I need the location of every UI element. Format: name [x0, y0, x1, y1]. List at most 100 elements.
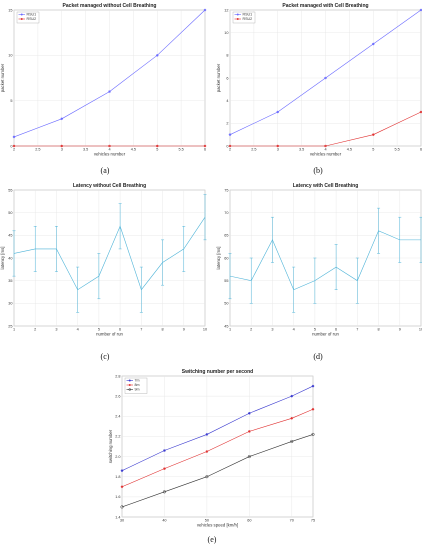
- caption-a: (a): [100, 166, 110, 175]
- chart-e-xtick-4: 70: [290, 519, 294, 523]
- chart-c-xtick-7: 8: [161, 328, 163, 332]
- chart-a-xtick-0: 2: [13, 148, 15, 152]
- chart-d-errorbar-8: [398, 216, 402, 263]
- chart-d-ytick-2: 55: [224, 279, 228, 283]
- chart-e-xtick-5: 75: [311, 519, 315, 523]
- chart-e-ylabel: switching number: [108, 429, 113, 463]
- chart-a-legend-marker-1: [20, 18, 23, 20]
- chart-e-title: Switching number per second: [182, 369, 253, 375]
- chart-c-xtick-5: 6: [119, 328, 121, 332]
- caption-d: (d): [313, 352, 323, 361]
- chart-a-series-0-point-3: [155, 54, 159, 57]
- chart-a-xtick-5: 4.5: [131, 148, 136, 152]
- chart-e-series-0-point-2: [205, 433, 209, 436]
- chart-b-xtick-6: 5: [372, 148, 374, 152]
- chart-d-xtick-7: 8: [377, 328, 379, 332]
- chart-c-errorbar-4: [97, 253, 101, 300]
- chart-a-xtick-4: 4: [108, 148, 110, 152]
- chart-d-xtick-3: 4: [293, 328, 295, 332]
- chart-b-series-1-point-3: [371, 133, 375, 136]
- chart-a-ytick-1: 5: [10, 99, 12, 103]
- chart-d-ytick-5: 70: [224, 211, 228, 215]
- chart-e-series-2-point-2: [205, 475, 209, 479]
- chart-a-series-1-point-4: [203, 144, 207, 148]
- chart-d-xlabel: number of run: [312, 332, 339, 337]
- chart-e-series-0-point-5: [311, 384, 315, 388]
- chart-e-series-0-line: [121, 385, 314, 471]
- chart-c-errorbar-6: [139, 266, 143, 313]
- chart-e-legend-marker-2: [128, 388, 131, 391]
- chart-d-title: Latency with Cell Breathing: [293, 183, 359, 189]
- chart-a-legend-label-1: RSU2: [27, 17, 37, 21]
- chart-e-legend-label-0: 7m: [135, 379, 140, 383]
- chart-c-xtick-8: 9: [183, 328, 185, 332]
- chart-b-ytick-4: 8: [226, 54, 228, 58]
- chart-c-errorbar-3: [76, 266, 80, 313]
- chart-b-ytick-0: 0: [226, 144, 228, 148]
- chart-e-series-0-point-4: [290, 394, 294, 398]
- chart-a-xtick-7: 5.5: [178, 148, 183, 152]
- chart-c-ytick-4: 45: [8, 234, 12, 238]
- chart-c-xtick-9: 10: [203, 328, 207, 332]
- chart-b-ytick-6: 12: [224, 8, 228, 12]
- chart-b-series-0-point-0: [228, 133, 232, 136]
- chart-c-xtick-1: 2: [34, 328, 36, 332]
- chart-c-ytick-5: 50: [8, 211, 12, 215]
- chart-d-series-0-line: [229, 230, 421, 291]
- chart-d-xtick-0: 1: [229, 328, 231, 332]
- chart-e-series-0-point-3: [248, 411, 251, 415]
- chart-a-series-1-point-3: [155, 144, 159, 148]
- chart-d-errorbar-9: [419, 216, 422, 263]
- chart-c-ylabel: latency [ms]: [0, 247, 5, 270]
- chart-d-errorbar-2: [270, 216, 274, 263]
- chart-e-legend-label-2: 9m: [135, 388, 140, 392]
- chart-b-xtick-1: 2.5: [251, 148, 256, 152]
- chart-b-ytick-3: 6: [226, 76, 228, 80]
- chart-b-xtick-4: 4: [324, 148, 326, 152]
- chart-c-ytick-3: 40: [8, 256, 12, 260]
- chart-b-xtick-0: 2: [229, 148, 231, 152]
- chart-b-legend-label-0: RSU1: [243, 13, 253, 17]
- chart-c-title: Latency without Cell Breathing: [73, 183, 146, 189]
- chart-d-errorbar-6: [355, 257, 359, 304]
- chart-a-legend-label-0: RSU1: [27, 13, 37, 17]
- chart-b-title: Packet managed with Cell Breathing: [282, 3, 368, 9]
- chart-a-xlabel: vehicles number: [94, 152, 126, 157]
- chart-d-xtick-9: 10: [419, 328, 422, 332]
- chart-b-series-1-point-2: [324, 144, 327, 148]
- chart-d-errorbar-7: [377, 207, 381, 254]
- chart-b-series-1-point-1: [276, 144, 280, 148]
- chart-e-series-2-point-4: [290, 439, 294, 444]
- chart-a-series-0-point-1: [60, 117, 64, 121]
- chart-c-ytick-2: 35: [8, 279, 12, 283]
- chart-c-errorbar-8: [182, 226, 186, 272]
- chart-a-title: Packet managed without Cell Breathing: [63, 3, 157, 9]
- chart-e-xtick-1: 40: [162, 519, 166, 523]
- chart-a-series-1-point-2: [108, 144, 111, 148]
- chart-b-series-0-point-1: [276, 110, 280, 114]
- chart-e-ytick-2: 1.8: [115, 475, 120, 479]
- chart-b-legend-marker-0: [236, 13, 239, 16]
- chart-d-xtick-6: 7: [356, 328, 358, 332]
- chart-a-series-0-point-0: [12, 135, 16, 139]
- chart-b-ytick-5: 10: [224, 31, 228, 35]
- chart-e-ytick-5: 2.4: [115, 415, 120, 419]
- chart-b-series-1-point-0: [228, 144, 232, 148]
- chart-e-ytick-7: 2.8: [115, 374, 120, 378]
- chart-c-ytick-0: 25: [8, 324, 12, 328]
- chart-c-xtick-2: 3: [55, 328, 57, 332]
- chart-c-xtick-3: 4: [77, 328, 79, 332]
- chart-e-ytick-1: 1.6: [115, 495, 120, 499]
- chart-d-ytick-3: 60: [224, 256, 228, 260]
- chart-a-ytick-0: 0: [10, 144, 12, 148]
- chart-d-errorbar-5: [334, 244, 338, 290]
- chart-c-xtick-0: 1: [13, 328, 15, 332]
- chart-e-xtick-3: 60: [247, 519, 251, 523]
- caption-e: (e): [207, 535, 217, 544]
- chart-b-xtick-7: 5.5: [394, 148, 399, 152]
- chart-d-xtick-1: 2: [250, 328, 252, 332]
- chart-e-legend-label-1: 8m: [135, 383, 140, 387]
- chart-d-ytick-6: 75: [224, 188, 228, 192]
- caption-c: (c): [100, 352, 110, 361]
- chart-c-errorbar-0: [12, 230, 16, 277]
